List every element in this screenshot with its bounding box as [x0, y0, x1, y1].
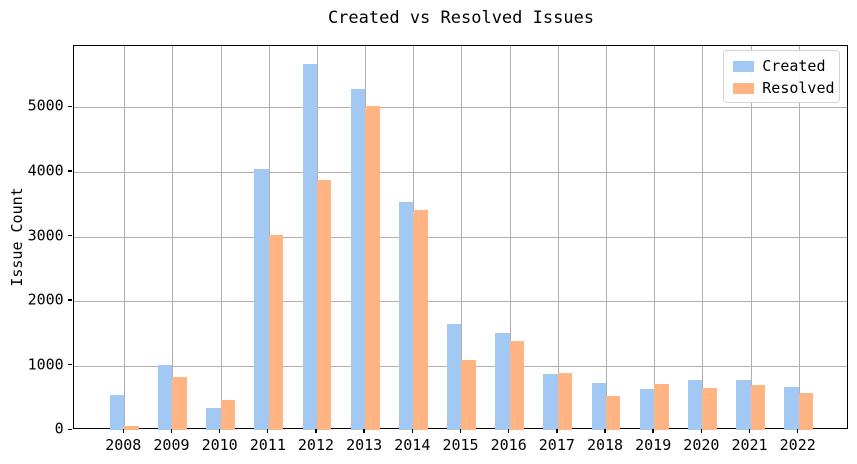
y-gridline-2000 — [73, 301, 848, 303]
y-tick-mark-5000 — [68, 105, 73, 108]
x-tick-mark-2009 — [170, 429, 173, 434]
x-tick-mark-2013 — [363, 429, 365, 434]
x-gridline-2008 — [124, 46, 126, 429]
bar-2016-created — [495, 333, 510, 431]
x-tick-mark-2010 — [218, 429, 221, 434]
legend-item-created: Created — [733, 57, 830, 75]
x-tick-label-2020: 2020 — [683, 436, 720, 455]
x-tick-label-2011: 2011 — [249, 436, 286, 455]
plot-area: Created Resolved — [72, 45, 849, 431]
x-gridline-2010 — [220, 46, 222, 429]
y-gridline-5000 — [73, 107, 848, 109]
x-tick-mark-2016 — [507, 429, 510, 434]
bar-2010-created — [206, 408, 221, 431]
x-gridline-2021 — [750, 46, 752, 429]
bar-2018-resolved — [606, 395, 621, 431]
x-tick-label-2022: 2022 — [779, 436, 816, 455]
y-tick-mark-0 — [68, 428, 73, 430]
y-tick-label-4000: 4000 — [27, 161, 64, 180]
x-tick-label-2013: 2013 — [346, 436, 383, 455]
legend: Created Resolved — [723, 50, 841, 103]
bar-2013-resolved — [365, 106, 380, 431]
y-tick-label-0: 0 — [54, 419, 64, 438]
x-tick-mark-2015 — [459, 429, 462, 434]
x-gridline-2020 — [702, 46, 704, 429]
x-tick-mark-2011 — [267, 429, 269, 434]
y-tick-label-1000: 1000 — [27, 355, 64, 374]
x-gridline-2017 — [557, 46, 559, 429]
bar-2017-resolved — [557, 373, 573, 431]
bar-2013-created — [350, 88, 366, 431]
x-gridline-2022 — [798, 46, 800, 429]
x-tick-label-2008: 2008 — [105, 436, 142, 455]
y-gridline-4000 — [73, 171, 848, 173]
bar-2011-resolved — [268, 234, 284, 431]
y-tick-label-5000: 5000 — [27, 96, 64, 115]
bar-2014-resolved — [413, 210, 428, 431]
x-tick-label-2016: 2016 — [490, 436, 527, 455]
bar-2019-resolved — [654, 384, 669, 431]
x-tick-mark-2019 — [652, 429, 654, 434]
bar-2016-resolved — [509, 340, 525, 431]
bar-2015-created — [447, 324, 462, 431]
bar-2008-resolved — [124, 426, 139, 431]
x-tick-label-2014: 2014 — [394, 436, 431, 455]
x-tick-mark-2021 — [748, 429, 751, 434]
bar-2010-resolved — [220, 400, 236, 431]
x-tick-label-2018: 2018 — [586, 436, 624, 455]
bar-2018-created — [591, 382, 606, 431]
bar-2011-created — [254, 169, 269, 431]
bar-2020-created — [687, 379, 703, 431]
x-tick-mark-2014 — [411, 429, 414, 434]
bar-2021-created — [736, 380, 751, 431]
legend-item-resolved: Resolved — [733, 79, 835, 97]
resolved-swatch-icon — [733, 82, 755, 94]
bar-2022-resolved — [798, 392, 814, 431]
x-tick-mark-2012 — [315, 429, 317, 434]
x-gridline-2015 — [461, 46, 463, 429]
x-tick-mark-2008 — [122, 429, 124, 434]
bar-2008-created — [109, 395, 125, 431]
y-tick-label-3000: 3000 — [27, 226, 64, 245]
bar-2009-created — [157, 365, 173, 431]
x-tick-label-2012: 2012 — [297, 436, 335, 455]
y-tick-mark-4000 — [68, 170, 73, 172]
x-tick-mark-2018 — [604, 429, 606, 434]
x-gridline-2009 — [172, 46, 174, 429]
x-tick-label-2009: 2009 — [153, 436, 190, 455]
chart-title: Created vs Resolved Issues — [327, 8, 595, 28]
x-gridline-2019 — [654, 46, 656, 429]
bar-2012-created — [302, 64, 317, 431]
y-tick-label-2000: 2000 — [27, 290, 64, 309]
x-tick-label-2015: 2015 — [442, 436, 479, 455]
x-tick-mark-2017 — [556, 429, 558, 434]
legend-label-created: Created — [762, 57, 826, 75]
x-tick-label-2017: 2017 — [538, 436, 575, 455]
bar-2019-created — [639, 388, 655, 431]
x-tick-mark-2022 — [797, 429, 799, 434]
x-gridline-2016 — [509, 46, 511, 429]
bar-2009-resolved — [172, 377, 187, 431]
x-tick-mark-2020 — [700, 429, 703, 434]
bar-2022-created — [784, 387, 799, 431]
legend-label-resolved: Resolved — [762, 79, 835, 97]
y-tick-mark-1000 — [68, 364, 73, 366]
x-tick-label-2010: 2010 — [201, 436, 238, 455]
bar-2017-created — [543, 374, 558, 431]
bar-2015-resolved — [461, 359, 476, 431]
y-gridline-3000 — [73, 236, 848, 238]
y-tick-mark-2000 — [68, 299, 73, 301]
bar-2020-resolved — [702, 387, 717, 431]
bar-2014-created — [398, 202, 414, 431]
x-gridline-2018 — [606, 46, 607, 429]
x-tick-label-2019: 2019 — [635, 436, 672, 455]
y-tick-mark-3000 — [68, 234, 73, 237]
bar-2021-resolved — [750, 384, 765, 431]
created-swatch-icon — [733, 60, 755, 72]
bar-2012-resolved — [316, 179, 332, 431]
x-tick-label-2021: 2021 — [731, 436, 768, 455]
